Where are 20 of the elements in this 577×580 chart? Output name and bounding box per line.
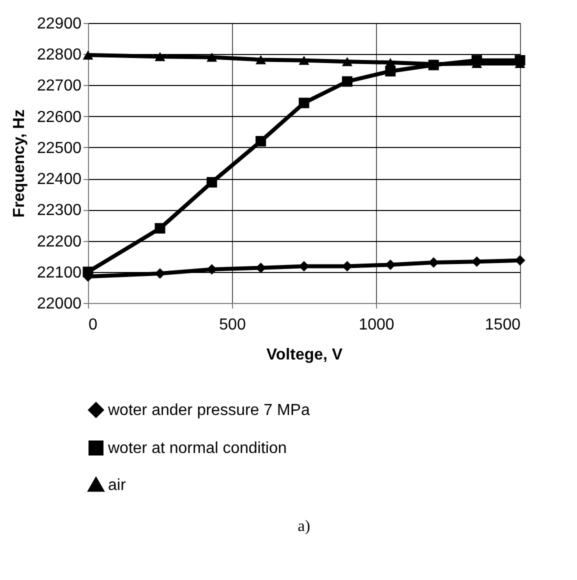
x-tick-label: 1500 — [484, 316, 521, 334]
y-axis-title: Frequency, Hz — [11, 109, 28, 218]
legend-label: woter at normal condition — [107, 440, 287, 457]
y-tick-label: 22600 — [37, 108, 82, 126]
legend-label: air — [108, 477, 126, 494]
text: a) — [298, 518, 310, 535]
y-tick-label: 22900 — [37, 16, 82, 32]
x-tick-label: 0 — [88, 316, 98, 334]
y-tick-label: 22000 — [37, 296, 82, 312]
legend-label: woter ander pressure 7 MPa — [107, 402, 310, 419]
y-tick-label: 22800 — [37, 46, 82, 64]
y-tick-label: 22500 — [37, 140, 82, 157]
x-tick-label: 1000 — [358, 316, 394, 334]
y-tick-label: 22400 — [37, 171, 82, 188]
y-tick-label: 22100 — [37, 264, 82, 282]
y-tick-label: 22300 — [37, 202, 82, 220]
y-tick-label: 22700 — [37, 78, 82, 95]
x-tick-label: 500 — [219, 316, 246, 334]
y-tick-label: 22200 — [37, 233, 82, 250]
x-axis-title: Voltege, V — [266, 346, 343, 364]
